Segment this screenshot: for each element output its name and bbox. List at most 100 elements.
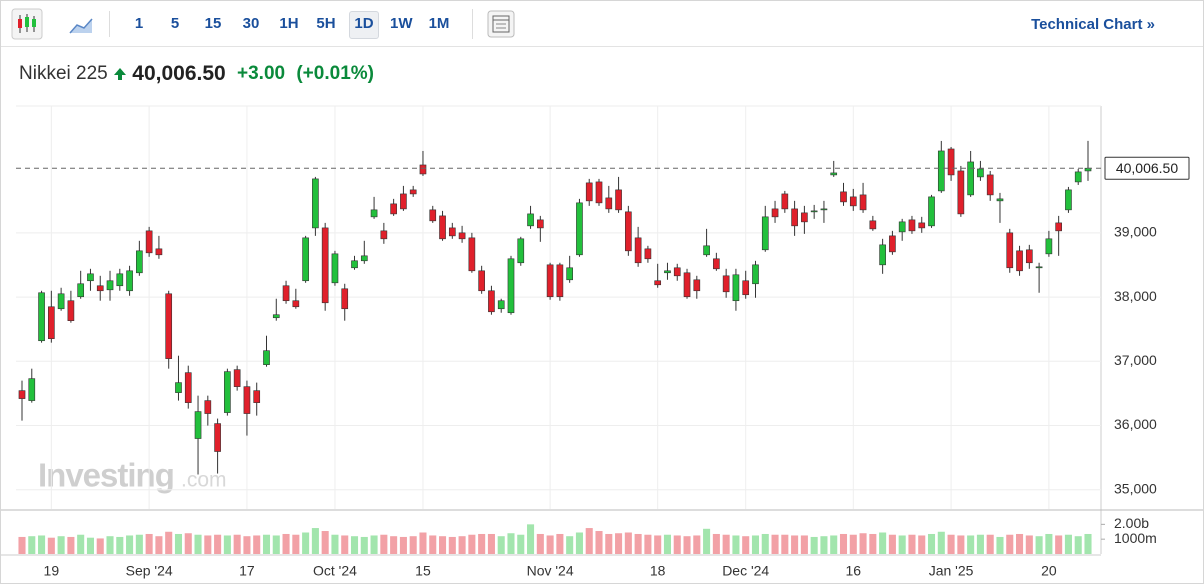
candle-body: [116, 273, 124, 287]
y-tick-label: 38,000: [1114, 288, 1157, 304]
volume-bar: [644, 534, 652, 554]
watermark: .com: [181, 469, 227, 492]
candle-body: [507, 258, 515, 314]
volume-bar: [947, 534, 955, 554]
volume-bar: [732, 535, 740, 554]
interval-button[interactable]: 5H: [316, 15, 336, 32]
x-tick-label: 17: [239, 563, 255, 579]
volume-bar: [429, 535, 437, 554]
candle-icon[interactable]: [11, 5, 51, 45]
candle-body: [683, 272, 691, 298]
x-tick-label: 19: [44, 563, 60, 579]
volume-bar: [683, 536, 691, 554]
volume-tick-label: 2.00b: [1114, 515, 1149, 531]
candle-body: [341, 288, 349, 310]
candle-body: [546, 264, 554, 298]
volume-bar: [1084, 533, 1092, 554]
candle-body: [67, 300, 75, 321]
candle-body: [566, 267, 574, 281]
volume-bar: [57, 536, 65, 554]
divider: [472, 9, 473, 39]
candle-body: [145, 230, 153, 254]
x-tick-label: Nov '24: [527, 563, 574, 579]
volume-bar: [898, 535, 906, 554]
interval-button[interactable]: 1H: [279, 15, 299, 32]
interval-button[interactable]: 1D: [349, 11, 379, 39]
candle-body: [1074, 171, 1082, 183]
candle-body: [986, 174, 994, 196]
volume-bar: [165, 531, 173, 554]
x-tick-label: Sep '24: [126, 563, 173, 579]
volume-bar: [1045, 533, 1053, 554]
candle-body: [419, 164, 427, 175]
volume-bar: [1006, 534, 1014, 554]
volume-bar: [722, 534, 730, 554]
volume-bar: [77, 534, 85, 554]
interval-button[interactable]: 15: [204, 15, 222, 32]
y-tick-label: 39,000: [1114, 224, 1157, 240]
volume-bar: [859, 533, 867, 554]
candle-body: [634, 237, 642, 264]
volume-bar: [28, 536, 36, 554]
candle-body: [996, 198, 1004, 202]
interval-button[interactable]: 1M: [428, 15, 450, 32]
volume-bar: [272, 535, 280, 554]
volume-bar: [439, 536, 447, 554]
candle-body: [488, 290, 495, 313]
candle-body: [625, 211, 632, 252]
volume-bar: [1055, 535, 1063, 554]
instrument-name: Nikkei 225: [19, 63, 108, 84]
candle-body: [439, 215, 446, 240]
x-tick-label: 18: [650, 563, 666, 579]
candle-body: [654, 280, 662, 286]
volume-bar: [331, 534, 339, 554]
candle-body: [204, 400, 212, 414]
volume-bar: [546, 535, 554, 554]
x-tick-label: Jan '25: [929, 563, 974, 579]
volume-bar: [634, 533, 642, 554]
volume-bar: [937, 531, 945, 554]
candle-body: [752, 264, 759, 285]
candle-body: [957, 170, 965, 215]
candle-body: [1045, 238, 1053, 255]
technical-chart-link[interactable]: Technical Chart »: [1031, 16, 1155, 33]
candle-body: [859, 194, 867, 211]
candle-body: [1035, 266, 1043, 269]
volume-bar: [967, 535, 975, 554]
candle-body: [360, 255, 368, 262]
volume-bar: [135, 534, 143, 554]
volume-bar: [927, 533, 936, 554]
layout-icon[interactable]: [487, 10, 517, 40]
candle-body: [1065, 189, 1072, 211]
candle-body: [497, 300, 505, 310]
candle-body: [889, 235, 896, 253]
candle-body: [517, 238, 525, 264]
candle-body: [272, 314, 280, 319]
candle-body: [898, 221, 906, 233]
interval-button[interactable]: 1W: [390, 15, 413, 32]
candle-body: [722, 275, 730, 293]
volume-bar: [86, 537, 94, 554]
candle-body: [1055, 222, 1062, 232]
volume-bar: [204, 535, 212, 554]
candle-body: [840, 191, 847, 203]
volume-bar: [791, 535, 799, 554]
candle-body: [448, 227, 456, 237]
candle-body: [48, 306, 55, 339]
interval-button[interactable]: 30: [242, 15, 260, 32]
candle-body: [243, 386, 251, 414]
candle-body: [1025, 249, 1033, 264]
candle-body: [321, 227, 329, 304]
interval-button[interactable]: 5: [170, 15, 180, 32]
candle-body: [184, 372, 192, 403]
area-icon[interactable]: [67, 5, 107, 45]
candle-body: [673, 267, 681, 277]
candle-body: [400, 193, 407, 210]
interval-button[interactable]: 1: [134, 15, 144, 32]
volume-bar: [839, 533, 848, 554]
last-price-label: 40,006.50: [1116, 160, 1178, 176]
candle-body: [605, 197, 613, 210]
volume-bar: [810, 536, 818, 554]
volume-bar: [957, 535, 965, 554]
candle-body: [742, 280, 750, 296]
